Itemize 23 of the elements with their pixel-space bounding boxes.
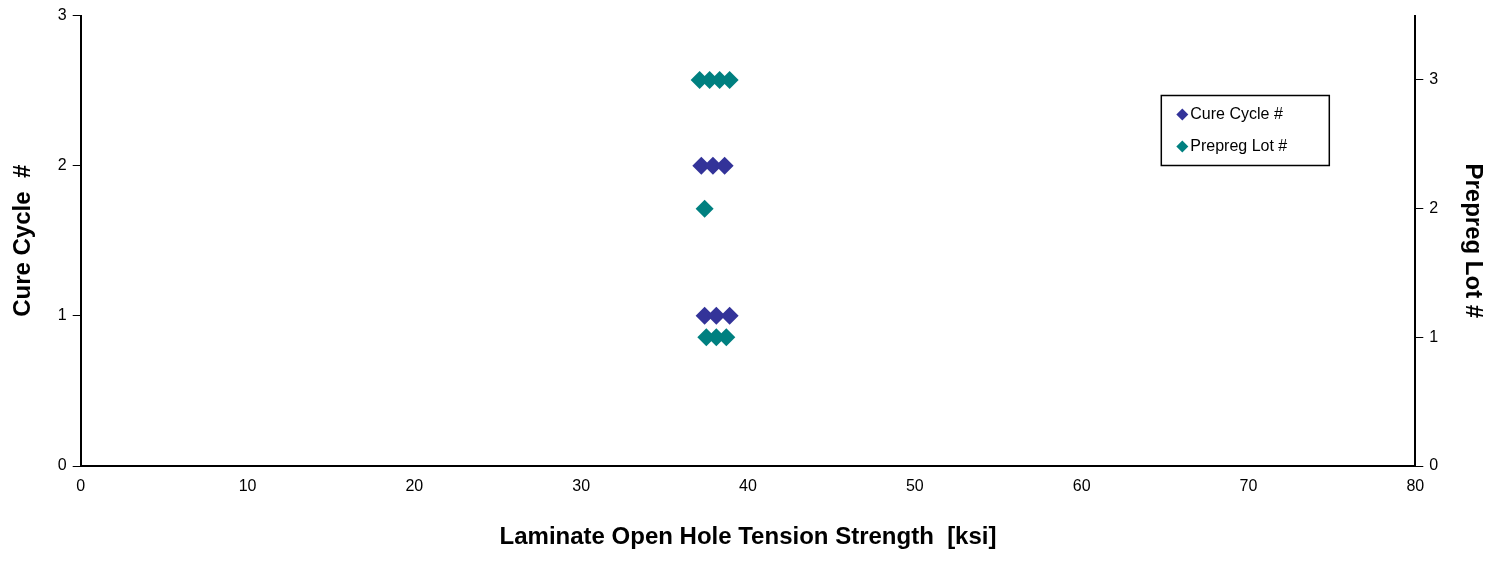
x-tick-label: 40 — [739, 477, 757, 495]
x-tick-label: 80 — [1406, 477, 1425, 495]
point — [695, 199, 714, 218]
x-tick-label: 70 — [1239, 477, 1258, 495]
x-tick-label: 20 — [405, 477, 424, 495]
x-tick-label: 50 — [905, 477, 924, 495]
legend-label: Prepreg Lot # — [1190, 137, 1288, 155]
y-tick-label: 3 — [57, 6, 67, 24]
y2-tick-label: 3 — [1429, 70, 1439, 88]
y2-tick-label: 0 — [1429, 456, 1439, 474]
x-tick-label: 30 — [572, 477, 591, 495]
y2-tick-label: 1 — [1429, 327, 1439, 345]
y-tick-label: 1 — [57, 306, 67, 324]
x-tick-label: 60 — [1072, 477, 1091, 495]
y2-axis-title: Prepreg Lot # — [1460, 163, 1488, 319]
y-tick-label: 0 — [57, 456, 67, 474]
y2-tick-label: 2 — [1429, 199, 1439, 217]
x-axis-title: Laminate Open Hole Tension Strength [ksi] — [499, 522, 997, 550]
y-tick-label: 2 — [57, 156, 67, 174]
y-axis-title: Cure Cycle # — [8, 164, 36, 317]
x-tick-label: 10 — [238, 477, 257, 495]
x-tick-label: 0 — [76, 477, 86, 495]
legend-label: Cure Cycle # — [1190, 105, 1283, 123]
